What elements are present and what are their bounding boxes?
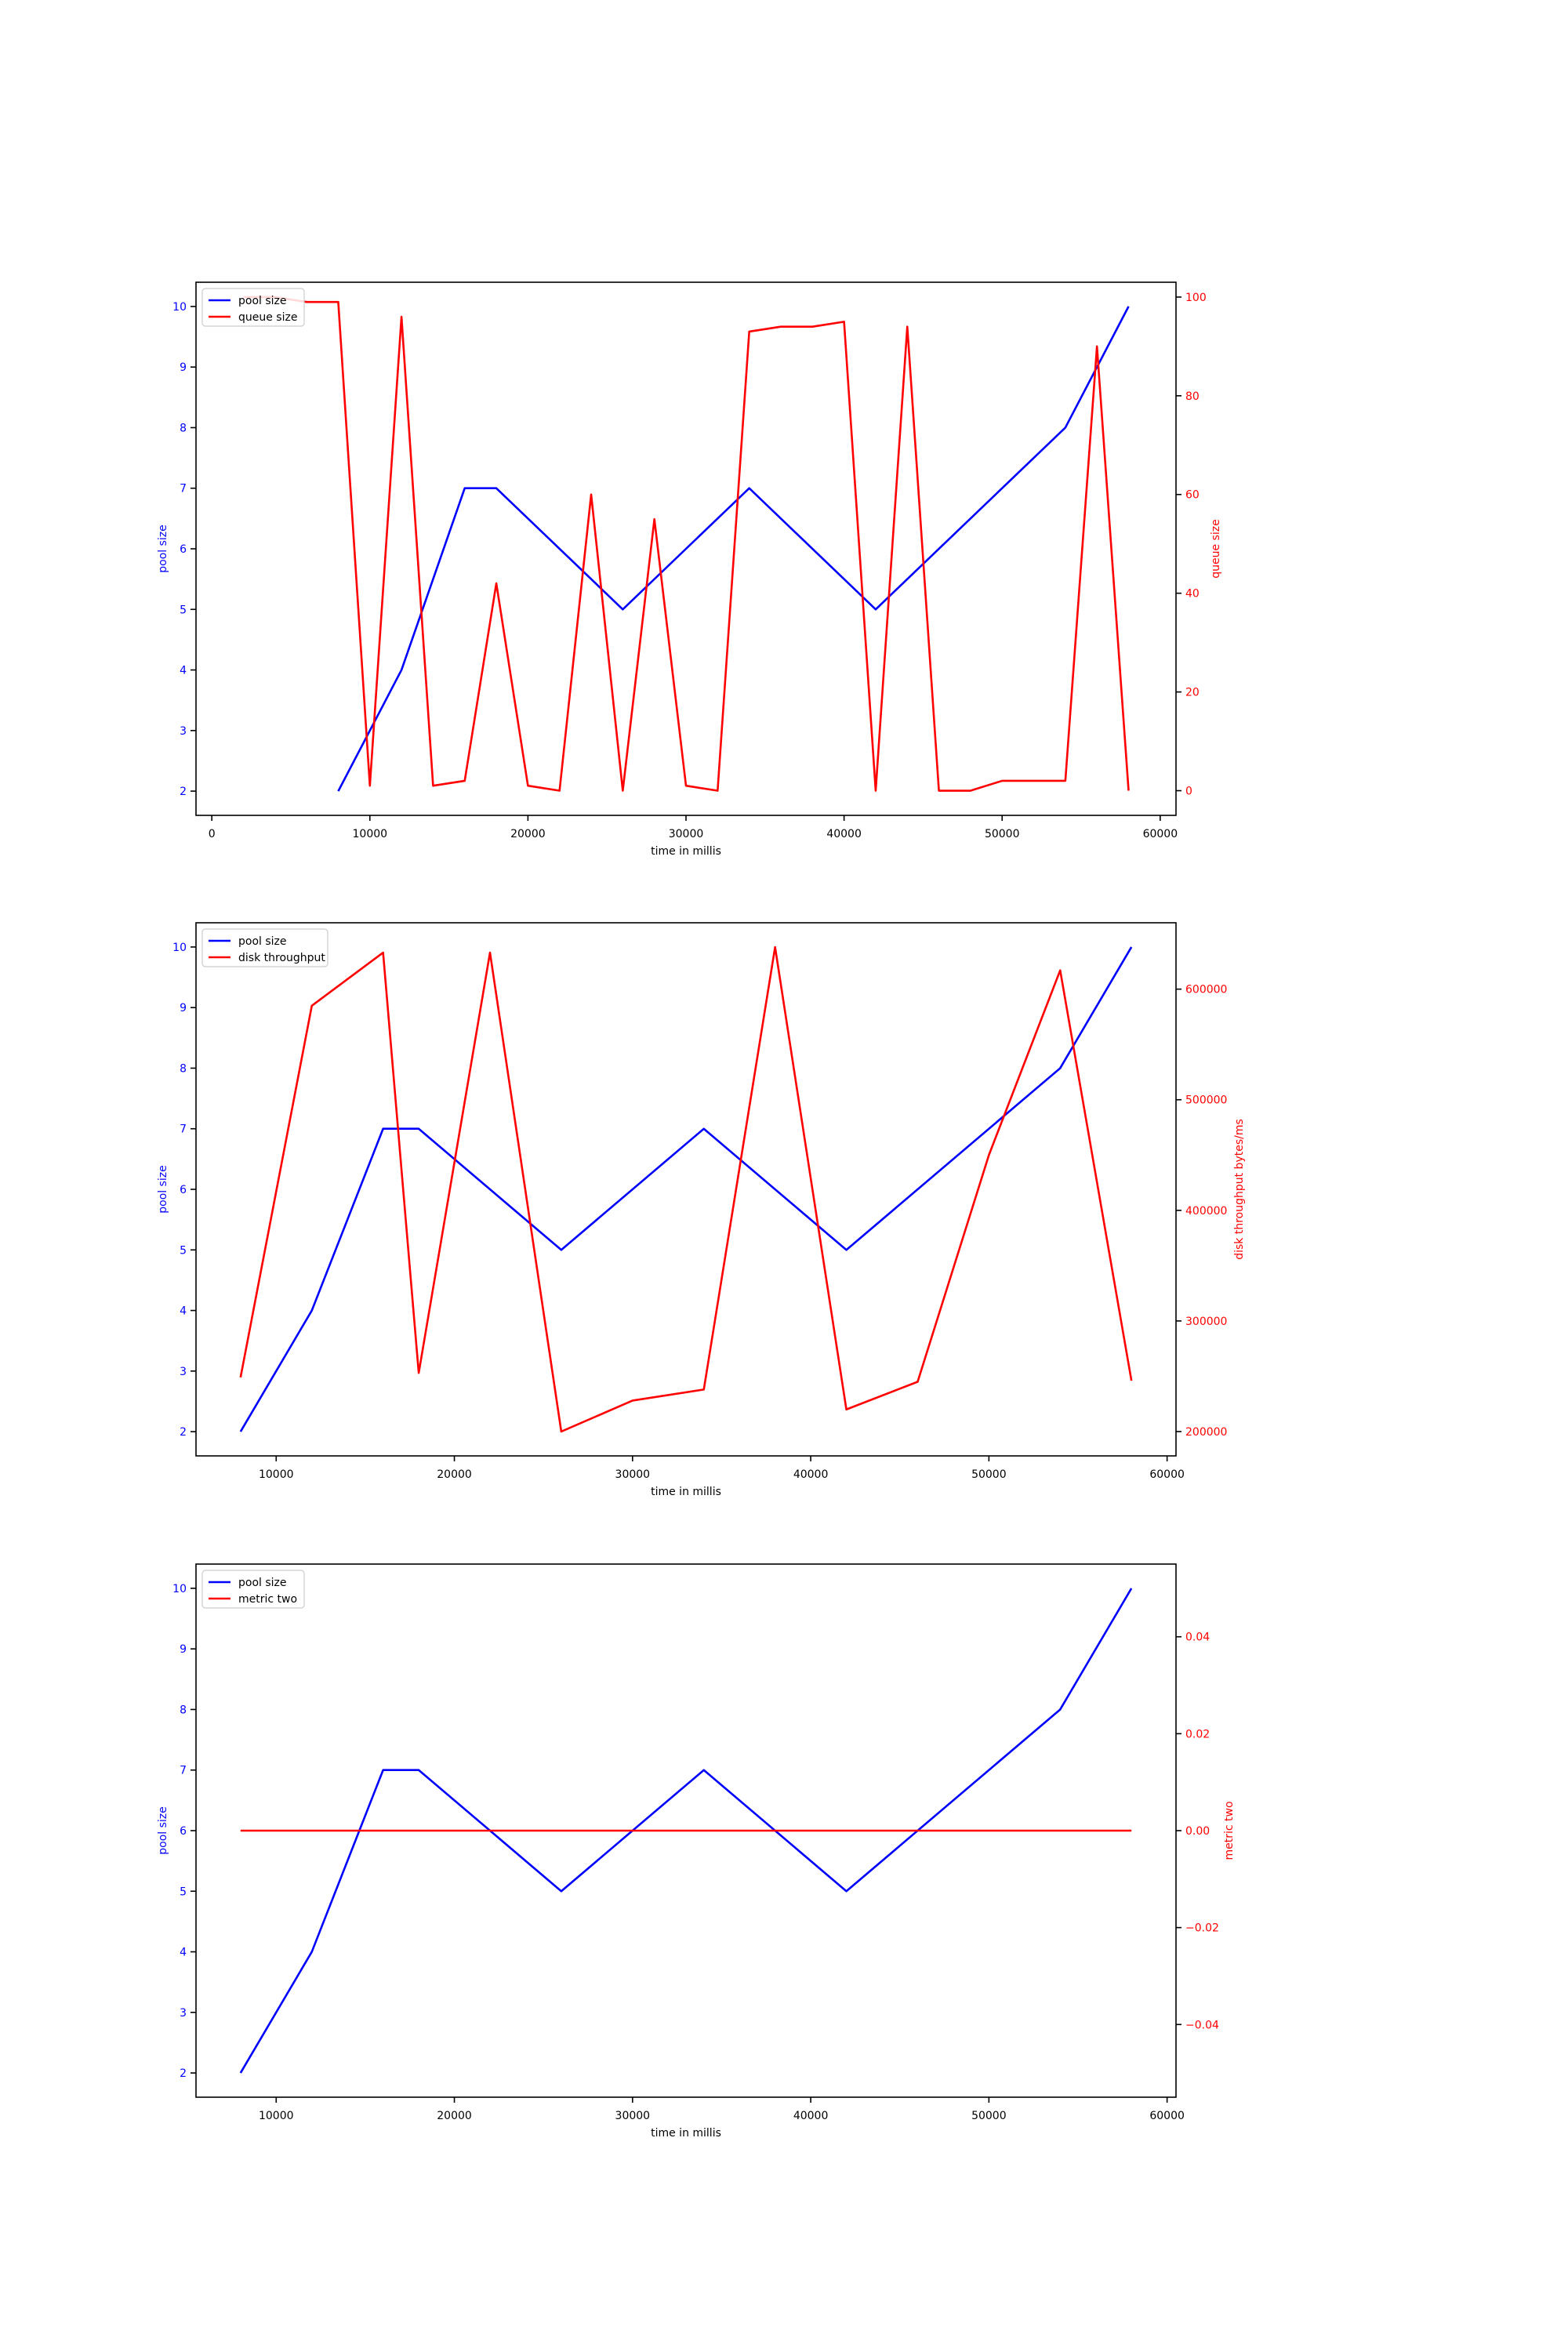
chart-panel-1: 0 10000 20000 30000 40000 50000 60000 2 3 4 5 6 7 8 9 1…: [157, 281, 1222, 858]
legend-label: metric two: [238, 1593, 297, 1606]
y-left-axis-label: pool size: [157, 1165, 169, 1214]
y-left-tick-label: 3: [180, 2007, 187, 2020]
x-tick-label: 60000: [1149, 2110, 1185, 2122]
legend-box: [201, 928, 328, 967]
y-left-tick-label: 2: [180, 2067, 187, 2080]
y-right-tick-label: 20: [1185, 687, 1200, 699]
y-left-tick-label: 9: [180, 1643, 187, 1656]
y-left-axis-label: pool size: [157, 524, 169, 573]
legend: pool size queue size: [201, 288, 305, 327]
y-left-tick-label: 9: [180, 361, 187, 374]
y-left-tick-label: 8: [180, 1704, 187, 1716]
x-tick-label: 30000: [615, 1468, 651, 1481]
y-right-axis-label: metric two: [1223, 1801, 1236, 1860]
y-right-tick-label: 100: [1185, 292, 1207, 304]
y-left-tick-label: 6: [180, 543, 187, 556]
y-left-tick-label: 3: [180, 1366, 187, 1378]
legend-label: queue size: [238, 311, 297, 324]
series-line-pool-size: [239, 1588, 1133, 2074]
y-right-tick-label: 400000: [1185, 1205, 1227, 1218]
y-left-tick-label: 9: [180, 1002, 187, 1014]
y-left-tick-label: 5: [180, 604, 187, 616]
y-right-tick-label: 40: [1185, 588, 1200, 601]
y-left-tick-label: 5: [180, 1244, 187, 1257]
x-tick-label: 30000: [669, 828, 704, 840]
y-left-tick-label: 3: [180, 725, 187, 738]
y-left-tick-label: 6: [180, 1184, 187, 1196]
series-line-pool-size: [239, 946, 1133, 1432]
x-tick-label: 40000: [793, 2110, 829, 2122]
y-left-tick-label: 7: [180, 1123, 187, 1136]
y-right-tick-label: −0.04: [1185, 2019, 1219, 2031]
y-left-tick-label: 4: [180, 1305, 187, 1318]
y-right-tick-label: −0.02: [1185, 1922, 1219, 1935]
y-left-tick-label: 4: [180, 1947, 187, 1959]
y-right-tick-label: 500000: [1185, 1094, 1227, 1107]
x-tick-label: 20000: [437, 1468, 472, 1481]
x-tick-label: 10000: [259, 1468, 294, 1481]
y-left-tick-label: 4: [180, 665, 187, 677]
y-right-tick-label: 0.00: [1185, 1825, 1210, 1838]
y-right-tick-label: 0: [1185, 786, 1192, 798]
x-tick-label: 30000: [615, 2110, 651, 2122]
legend-label: pool size: [238, 935, 287, 948]
chart-panel-3: 10000 20000 30000 40000 50000 60000 2 3 4 5 6 7 8 9 10…: [157, 1563, 1236, 2140]
x-tick-label: 0: [209, 828, 216, 840]
y-left-tick-label: 5: [180, 1886, 187, 1898]
x-tick-label: 20000: [437, 2110, 472, 2122]
x-tick-label: 40000: [793, 1468, 829, 1481]
y-right-tick-label: 80: [1185, 390, 1200, 403]
legend-label: pool size: [238, 1577, 287, 1589]
x-tick-label: 60000: [1149, 1468, 1185, 1481]
y-left-tick-label: 2: [180, 1426, 187, 1439]
y-right-axis-label: disk throughput bytes/ms: [1233, 1119, 1246, 1260]
y-right-tick-label: 200000: [1185, 1426, 1227, 1439]
y-right-axis-label: queue size: [1210, 519, 1222, 578]
x-tick-label: 20000: [510, 828, 546, 840]
x-axis-label: time in millis: [651, 845, 721, 858]
series-line-queue-size: [243, 296, 1130, 792]
x-tick-label: 60000: [1143, 828, 1178, 840]
x-tick-label: 50000: [971, 2110, 1007, 2122]
legend: pool size metric two: [201, 1570, 305, 1609]
y-right-tick-label: 60: [1185, 489, 1200, 502]
x-tick-label: 50000: [971, 1468, 1007, 1481]
y-left-tick-label: 2: [180, 786, 187, 798]
x-axis-label: time in millis: [651, 2127, 721, 2140]
y-left-tick-label: 10: [172, 301, 187, 314]
y-right-tick-label: 300000: [1185, 1316, 1227, 1328]
series-line-disk-throughput: [239, 946, 1133, 1433]
y-left-tick-label: 8: [180, 1062, 187, 1075]
x-tick-label: 40000: [826, 828, 862, 840]
y-right-tick-label: 0.04: [1185, 1632, 1210, 1644]
x-tick-label: 10000: [259, 2110, 294, 2122]
y-left-tick-label: 7: [180, 483, 187, 495]
y-left-tick-label: 6: [180, 1825, 187, 1838]
x-axis-label: time in millis: [651, 1486, 721, 1498]
x-tick-label: 10000: [353, 828, 388, 840]
y-left-tick-label: 10: [172, 942, 187, 954]
x-tick-label: 50000: [985, 828, 1020, 840]
y-left-axis-label: pool size: [157, 1806, 169, 1855]
chart-panel-2: 10000 20000 30000 40000 50000 60000 2 3 4 5 6 7 8 9 10…: [157, 922, 1246, 1498]
legend: pool size disk throughput: [201, 928, 328, 967]
y-right-tick-label: 0.02: [1185, 1728, 1210, 1740]
y-left-tick-label: 7: [180, 1765, 187, 1777]
legend-label: pool size: [238, 295, 287, 307]
plot-frame: [195, 922, 1177, 1457]
y-left-tick-label: 8: [180, 422, 187, 434]
legend-label: disk throughput: [238, 952, 325, 964]
y-left-tick-label: 10: [172, 1583, 187, 1595]
series-line-pool-size: [337, 306, 1130, 792]
y-right-tick-label: 600000: [1185, 984, 1227, 996]
